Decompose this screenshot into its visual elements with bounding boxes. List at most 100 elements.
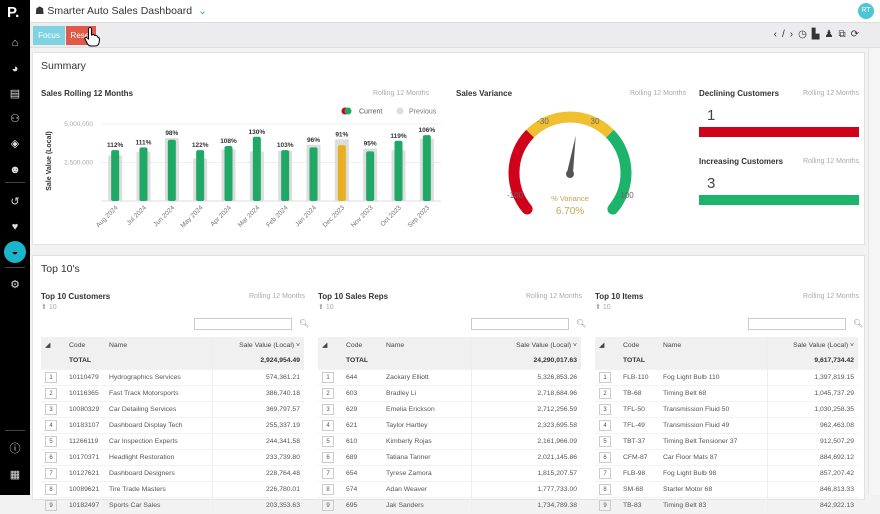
- table-row[interactable]: 3 10080329 Car Detailing Services 369,797.5…: [41, 401, 304, 418]
- table-row[interactable]: 5 TBT-37 Timing Belt Tensioner 37 912,507.2…: [595, 433, 858, 450]
- table-row[interactable]: 8 10089621 Tire Trade Masters 226,780.01: [41, 481, 304, 498]
- user-settings-icon[interactable]: ⚙: [10, 279, 20, 291]
- row-number: 2: [322, 387, 334, 399]
- column-header-name[interactable]: Name: [105, 337, 213, 353]
- handshake-icon[interactable]: ⚇: [10, 113, 20, 125]
- column-header-code[interactable]: Code: [342, 337, 382, 353]
- row-number: 7: [599, 467, 611, 479]
- users-icon[interactable]: ♟: [824, 29, 839, 40]
- table-row[interactable]: 3 TFL-50 Transmission Fluid 50 1,030,258.35: [595, 401, 858, 418]
- row-name: Tyrese Zamora: [382, 465, 472, 482]
- table-row[interactable]: 9 695 Jak Sanders 1,734,789.38: [318, 497, 581, 514]
- table-row[interactable]: 7 10127621 Dashboard Designers 228,764.48: [41, 465, 304, 482]
- search-icon[interactable]: 🔍︎: [576, 319, 587, 328]
- table-row[interactable]: 5 11266119 Car Inspection Experts 244,341.5…: [41, 433, 304, 450]
- table-row[interactable]: 1 FLB-110 Fog Light Bulb 110 1,397,819.15: [595, 369, 858, 386]
- row-number: 9: [322, 499, 334, 511]
- clipboard-icon[interactable]: ▦: [9, 469, 21, 481]
- info-icon[interactable]: ⓘ: [9, 443, 21, 455]
- sort-icon[interactable]: ◢: [595, 337, 619, 353]
- scrollbar[interactable]: [868, 48, 880, 495]
- table-row[interactable]: 3 629 Emelia Erickson 2,712,256.59: [318, 401, 581, 418]
- increasing-bar: [699, 195, 859, 205]
- bar-data-label: 130%: [249, 129, 266, 136]
- top-10-sales-reps-search-input[interactable]: [471, 318, 569, 330]
- row-name: Timing Belt 68: [659, 385, 768, 402]
- search-icon[interactable]: 🔍︎: [299, 319, 310, 328]
- table-row[interactable]: 9 TB-83 Timing Belt 83 842,922.13: [595, 497, 858, 514]
- column-header-name[interactable]: Name: [659, 337, 768, 353]
- table-row[interactable]: 5 610 Kimberly Rojas 2,161,966.09: [318, 433, 581, 450]
- table-row[interactable]: 1 644 Zackary Elliott 5,326,853.26: [318, 369, 581, 386]
- top10-title: Top 10's: [41, 263, 80, 275]
- total-label: TOTAL: [342, 353, 382, 370]
- sidebar-divider: [5, 430, 25, 431]
- table-row[interactable]: 7 654 Tyrese Zamora 1,815,207.57: [318, 465, 581, 482]
- printer-icon[interactable]: ▙: [811, 29, 825, 40]
- table-row[interactable]: 2 10116365 Fast Track Motorsports 386,740.1…: [41, 385, 304, 402]
- y-tick-label: 5,000,000: [64, 121, 93, 128]
- table-row[interactable]: 9 10182497 Sports Car Sales 203,353.63: [41, 497, 304, 514]
- top-10-customers-search-input[interactable]: [194, 318, 292, 330]
- tag-icon[interactable]: ◈: [10, 138, 20, 150]
- total-label: TOTAL: [619, 353, 659, 370]
- table-header-row: ◢ Code Name Sale Value (Local) ˅: [595, 337, 858, 353]
- top-10-items-search-input[interactable]: [748, 318, 846, 330]
- y-tick-label: 2,500,000: [64, 160, 93, 167]
- row-code: 10183107: [65, 417, 105, 434]
- x-tick-label: Jan 2024: [294, 204, 318, 228]
- search-icon[interactable]: 🔍︎: [853, 319, 864, 328]
- avatar[interactable]: RT: [858, 3, 874, 19]
- sort-icon[interactable]: ◢: [318, 337, 342, 353]
- column-header-code[interactable]: Code: [65, 337, 105, 353]
- row-sale-value: 1,030,258.35: [766, 401, 858, 418]
- row-name: Fast Track Motorsports: [105, 385, 213, 402]
- table-row[interactable]: 1 10110479 Hydrographics Services 574,361.2…: [41, 369, 304, 386]
- user-icon[interactable]: ☻: [9, 164, 21, 176]
- table-row[interactable]: 6 10170371 Headlight Restoration 233,739.80: [41, 449, 304, 466]
- row-sale-value: 884,692.12: [766, 449, 858, 466]
- row-sale-value: 1,397,819.15: [766, 369, 858, 386]
- home-icon[interactable]: ⌂: [11, 37, 19, 49]
- heart-icon[interactable]: ♥: [11, 221, 19, 233]
- dashboard-icon[interactable]: ◒: [4, 241, 26, 263]
- row-number: 2: [599, 387, 611, 399]
- table-header-row: ◢ Code Name Sale Value (Local) ˅: [318, 337, 581, 353]
- table-row[interactable]: 7 FLB-98 Fog Light Bulb 98 857,207.42: [595, 465, 858, 482]
- copy-icon[interactable]: ⧉: [838, 29, 851, 40]
- column-header-sale-value[interactable]: Sale Value (Local) ˅: [212, 337, 304, 353]
- table-row[interactable]: 6 CFM-87 Car Floor Mats 87 884,692.12: [595, 449, 858, 466]
- sort-desc-icon: ˅: [573, 341, 577, 349]
- document-dollar-icon[interactable]: ▤: [9, 88, 21, 100]
- row-number: 2: [45, 387, 57, 399]
- column-header-code[interactable]: Code: [619, 337, 659, 353]
- column-header-sale-value[interactable]: Sale Value (Local) ˅: [471, 337, 581, 353]
- table-row[interactable]: 6 689 Tatiana Tanner 2,021,145.86: [318, 449, 581, 466]
- row-sale-value: 2,718,684.96: [471, 385, 581, 402]
- column-header-name[interactable]: Name: [382, 337, 472, 353]
- history-icon[interactable]: ↺: [10, 196, 20, 208]
- row-code: 10170371: [65, 449, 105, 466]
- bar-data-label: 108%: [220, 138, 237, 145]
- refresh-icon[interactable]: ⟳: [850, 29, 864, 40]
- chevron-down-icon[interactable]: ⌄: [198, 5, 207, 17]
- arrow-up-icon: ⬆: [41, 304, 49, 311]
- row-sale-value: 857,207.42: [766, 465, 858, 482]
- sort-desc-icon: ˅: [850, 341, 854, 349]
- sort-icon[interactable]: ◢: [41, 337, 65, 353]
- table-row[interactable]: 4 TFL-49 Transmission Fluid 49 962,463.08: [595, 417, 858, 434]
- dashboard-title[interactable]: ☗ Smarter Auto Sales Dashboard ⌄: [35, 5, 207, 17]
- table-row[interactable]: 4 10183107 Dashboard Display Tech 255,337.1…: [41, 417, 304, 434]
- table-row[interactable]: 2 TB-68 Timing Belt 68 1,045,737.29: [595, 385, 858, 402]
- focus-button[interactable]: Focus: [33, 26, 65, 45]
- table-row[interactable]: 2 603 Bradley Li 2,718,684.96: [318, 385, 581, 402]
- pie-chart-icon[interactable]: ◕: [11, 63, 19, 75]
- row-name: Hydrographics Services: [105, 369, 213, 386]
- toolbar-tools: ‹/›◷▙♟⧉⟳: [774, 29, 864, 40]
- table-row[interactable]: 4 621 Taylor Hartley 2,323,695.58: [318, 417, 581, 434]
- clock-icon[interactable]: ◷: [798, 29, 812, 40]
- row-number: 7: [45, 467, 57, 479]
- code-icon[interactable]: ‹/›: [773, 29, 799, 40]
- column-header-sale-value[interactable]: Sale Value (Local) ˅: [766, 337, 858, 353]
- total-label: TOTAL: [65, 353, 105, 370]
